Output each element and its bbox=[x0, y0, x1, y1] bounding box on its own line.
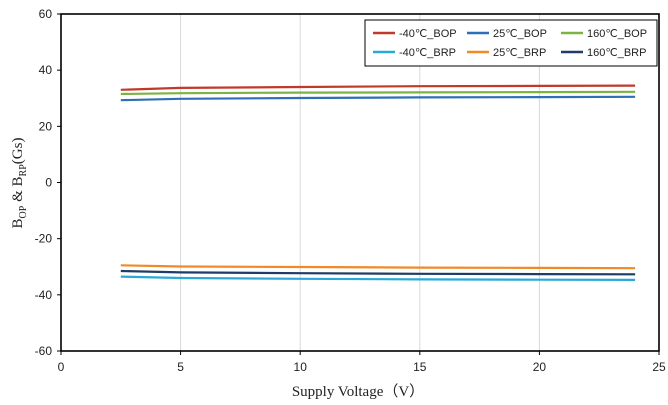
x-tick-label: 15 bbox=[413, 360, 427, 374]
legend-label-1: 25℃_BOP bbox=[493, 28, 547, 40]
y-axis-title-sub2: RP bbox=[18, 164, 29, 177]
y-axis-title-b2: B bbox=[10, 176, 26, 186]
legend-box bbox=[364, 19, 658, 67]
series-line-1 bbox=[120, 95, 636, 102]
y-tick-label: -60 bbox=[35, 344, 53, 358]
series-line-0 bbox=[120, 84, 636, 91]
series-line-3 bbox=[120, 275, 636, 281]
y-tick-label: 60 bbox=[39, 7, 53, 21]
y-axis-title-unit: (Gs) bbox=[10, 138, 26, 165]
series-lines bbox=[120, 84, 636, 281]
x-tick-label: 5 bbox=[177, 360, 184, 374]
y-axis-title-amp: & bbox=[10, 186, 26, 205]
legend-label-5: 160℃_BRP bbox=[587, 47, 646, 59]
y-tick-label: -40 bbox=[35, 288, 53, 302]
series-line-2 bbox=[120, 90, 636, 96]
x-tick-label: 10 bbox=[294, 360, 308, 374]
legend-label-2: 160℃_BOP bbox=[587, 28, 647, 40]
y-axis-title-b1: B bbox=[10, 218, 26, 228]
series-line-5 bbox=[120, 269, 636, 276]
legend-label-4: 25℃_BRP bbox=[493, 47, 546, 59]
y-tick-label: -20 bbox=[35, 232, 53, 246]
legend: -40℃_BOP 25℃_BOP 160℃_BOP -40℃_BRP 25℃_BRP 16… bbox=[364, 19, 658, 67]
legend-label-0: -40℃_BOP bbox=[399, 28, 457, 40]
y-axis-title-sub1: OP bbox=[18, 205, 29, 218]
y-tick-label: 0 bbox=[45, 176, 52, 190]
y-axis-ticks: -60 -40 -20 0 20 40 60 bbox=[35, 7, 61, 358]
y-tick-label: 20 bbox=[39, 119, 53, 133]
y-tick-label: 40 bbox=[39, 63, 53, 77]
x-axis-ticks: 0 5 10 15 20 25 bbox=[58, 351, 666, 374]
series-line-4 bbox=[120, 264, 636, 270]
legend-label-3: -40℃_BRP bbox=[399, 47, 456, 59]
y-axis-title: BOP & BRP(Gs) bbox=[10, 138, 29, 229]
x-tick-label: 20 bbox=[533, 360, 547, 374]
x-tick-label: 25 bbox=[652, 360, 666, 374]
x-axis-title: Supply Voltage（V） bbox=[292, 383, 424, 400]
x-tick-label: 0 bbox=[58, 360, 65, 374]
